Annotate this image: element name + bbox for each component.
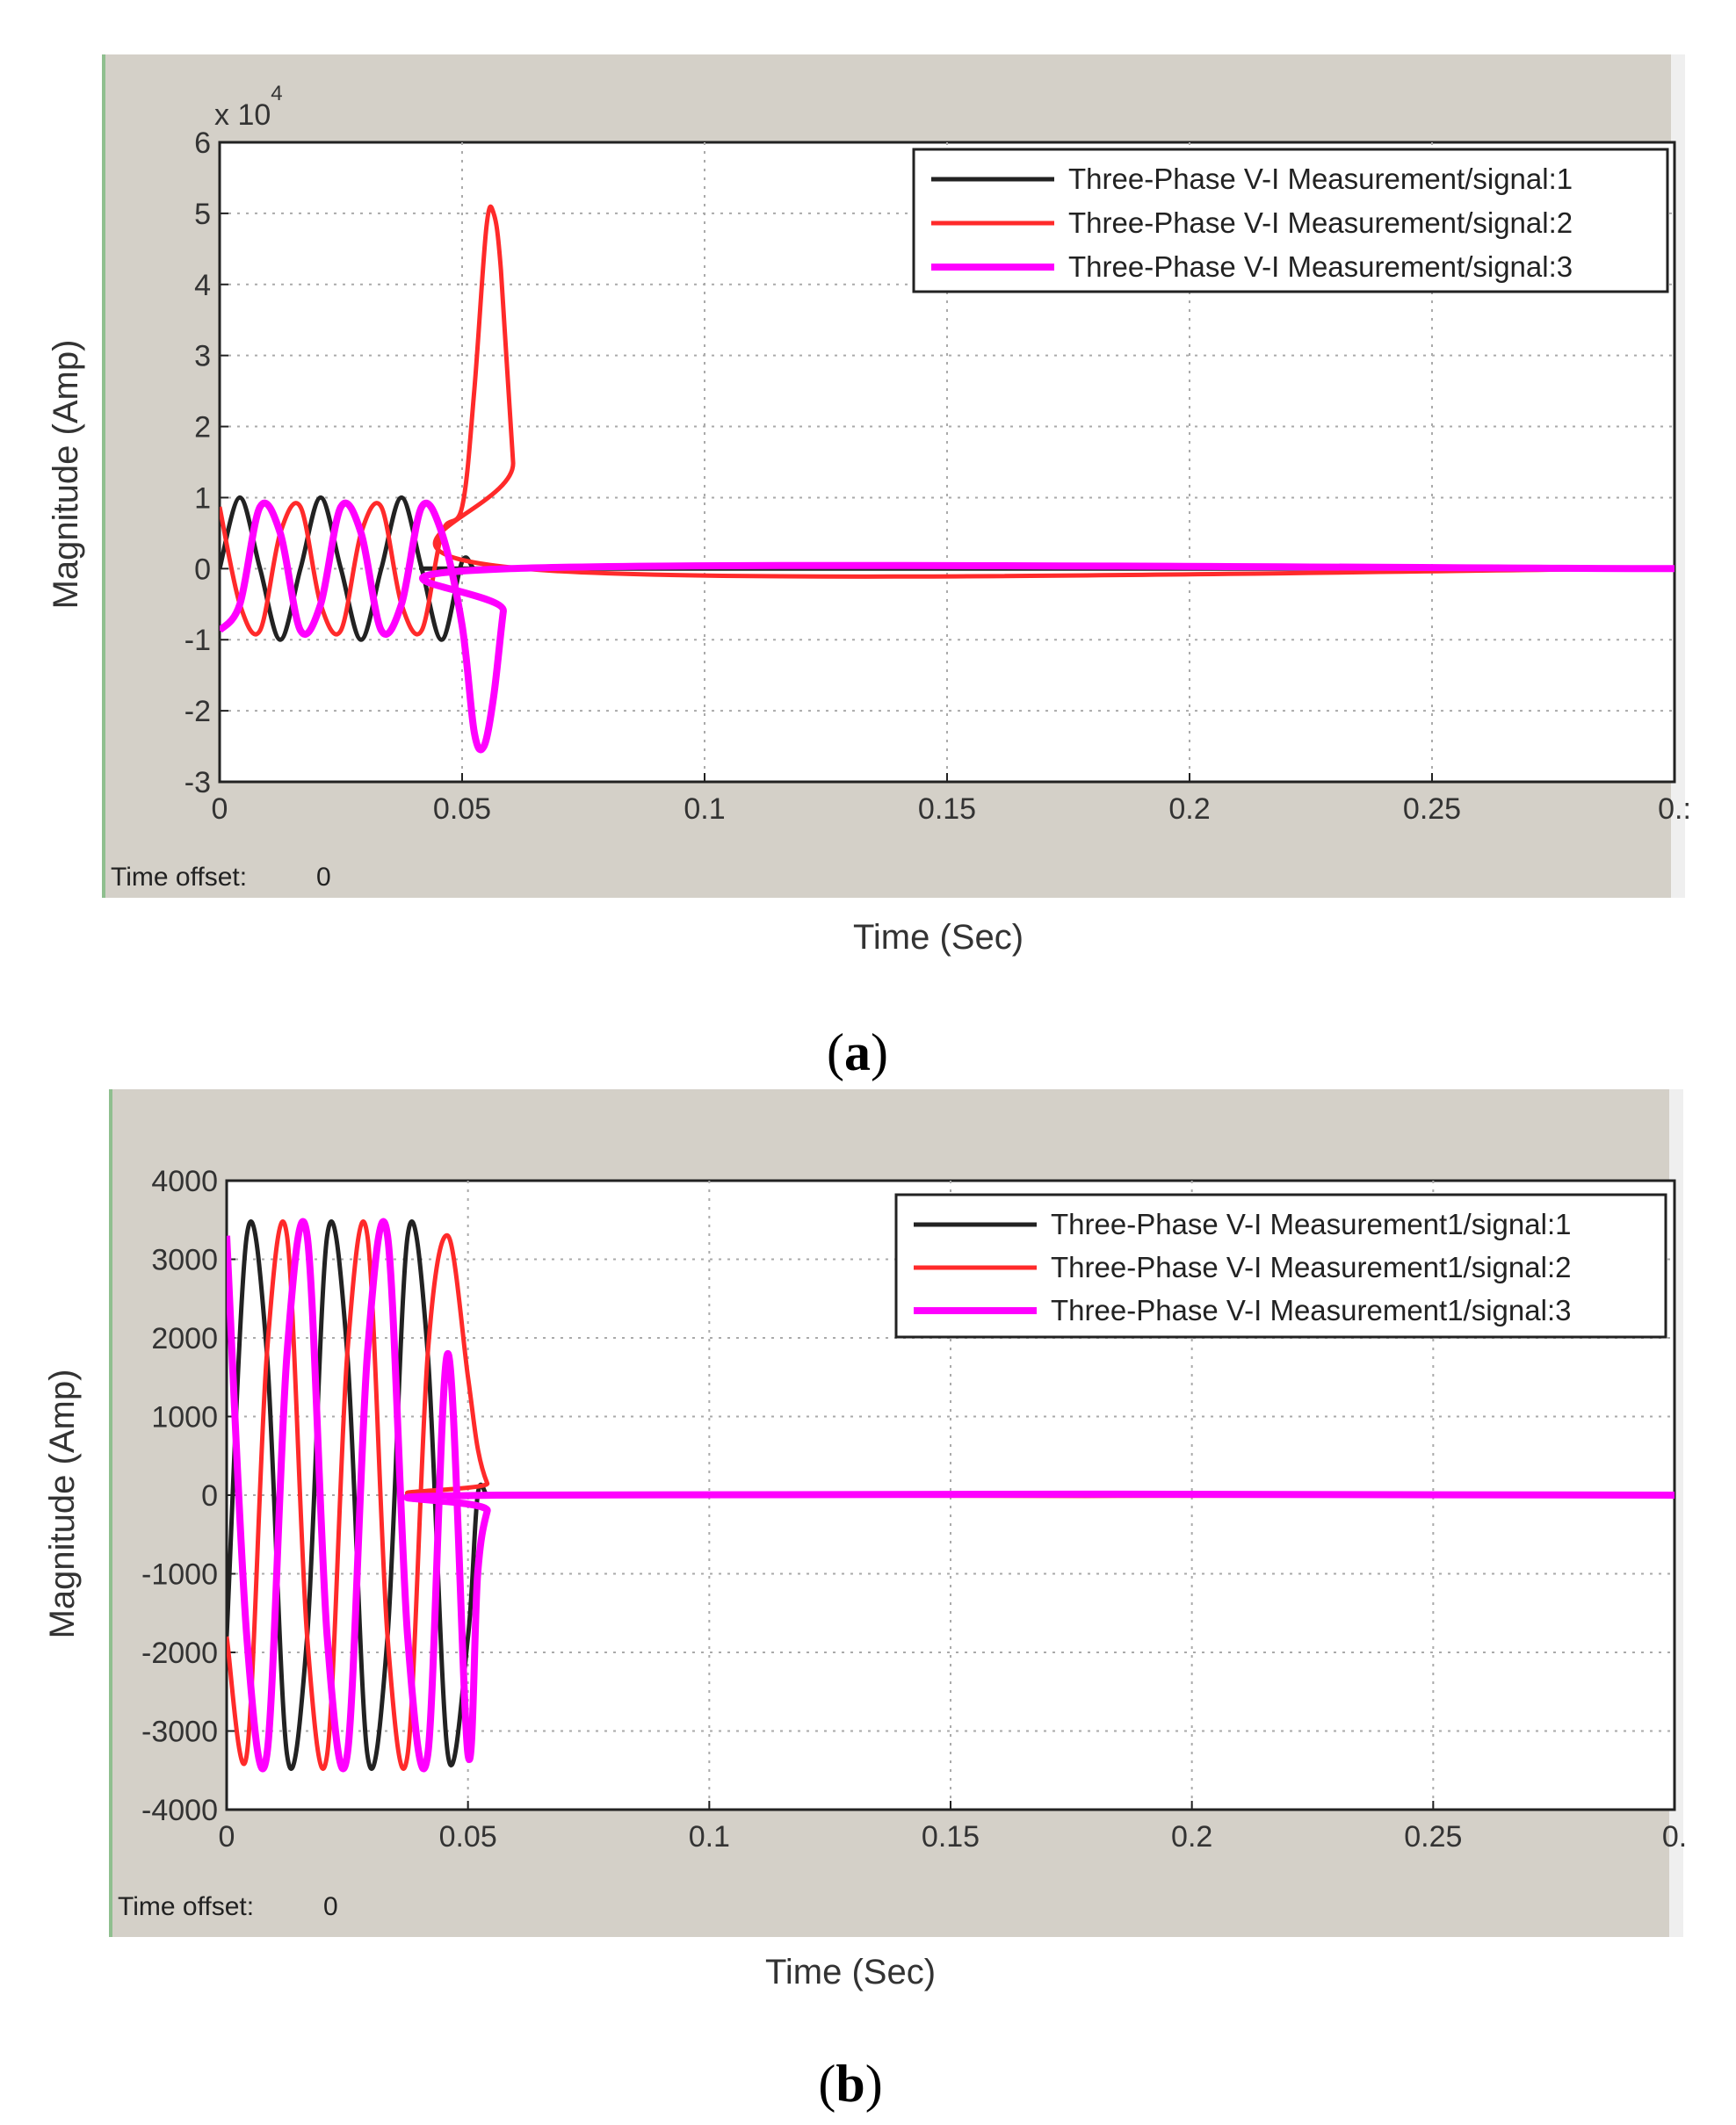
y-tick-label: 4000 — [151, 1165, 218, 1198]
x-tick-label: 0.05 — [439, 1820, 497, 1854]
x-tick-label: 0.15 — [922, 1820, 980, 1854]
plot-window-frame-a — [102, 54, 105, 898]
time-offset-label-a: Time offset: — [111, 863, 247, 892]
x-tick-label: 0 — [219, 1820, 235, 1854]
y-axis-label-b: Magnitude (Amp) — [43, 1370, 82, 1639]
x-axis-label-b: Time (Sec) — [765, 1953, 936, 1991]
y-exponent-label-a: x 104 — [214, 82, 283, 132]
x-tick-label: 0 — [212, 792, 228, 826]
series-line-2 — [220, 204, 1675, 637]
y-tick-label: 1000 — [151, 1401, 218, 1435]
y-tick-label: -3 — [184, 766, 211, 799]
x-tick-label: 0.25 — [1403, 792, 1461, 826]
y-tick-label: 6 — [194, 126, 211, 160]
y-tick-label: 1 — [194, 481, 211, 515]
x-tick-label: 0.05 — [433, 792, 491, 826]
caption-a: (a) — [827, 1023, 888, 1081]
legend-entry-3: Three-Phase V-I Measurement1/signal:3 — [1051, 1294, 1571, 1326]
y-tick-label: -2000 — [141, 1637, 218, 1670]
y-tick-label: 2 — [194, 411, 211, 445]
figure-a: 0 0.05 0.1 0.15 0.2 0.25 0.: -3 -2 -1 0 1 2 3 4 5 6 Three… — [47, 54, 1691, 1081]
y-tick-label: -2 — [184, 695, 211, 728]
series-line-3 — [227, 1218, 1675, 1773]
x-tick-label: 0.2 — [1171, 1820, 1212, 1854]
series-line-2 — [227, 1219, 1675, 1771]
time-offset-value-a: 0 — [316, 863, 331, 892]
legend-entry-1: Three-Phase V-I Measurement/signal:1 — [1068, 163, 1573, 195]
y-tick-label: 3 — [194, 340, 211, 373]
legend-entry-2: Three-Phase V-I Measurement/signal:2 — [1068, 206, 1573, 239]
legend-entry-2: Three-Phase V-I Measurement1/signal:2 — [1051, 1251, 1571, 1283]
figure-b: 0 0.05 0.1 0.15 0.2 0.25 0. -4000 -3000 -2000 -100… — [43, 1089, 1687, 2113]
x-tick-label: 0.1 — [689, 1820, 730, 1854]
legend-box — [912, 148, 1669, 293]
x-tick-label: 0.: — [1658, 792, 1691, 826]
y-tick-label: 0 — [201, 1479, 218, 1513]
plot-window-frame-b — [109, 1089, 112, 1937]
legend-entry-1: Three-Phase V-I Measurement1/signal:1 — [1051, 1208, 1571, 1240]
series-line-3 — [220, 499, 1675, 754]
y-tick-label: 5 — [194, 198, 211, 231]
legend-entry-3: Three-Phase V-I Measurement/signal:3 — [1068, 250, 1573, 283]
x-axis-label-a: Time (Sec) — [853, 918, 1024, 957]
plot-area-a: 0 0.05 0.1 0.15 0.2 0.25 0.: -3 -2 -1 0 1 2 3 4 5 6 Three… — [184, 126, 1691, 826]
caption-b: (b) — [818, 2055, 882, 2113]
y-axis-label-a: Magnitude (Amp) — [47, 340, 85, 610]
y-tick-label: -3000 — [141, 1716, 218, 1749]
y-tick-label: -1000 — [141, 1558, 218, 1592]
plot-area-b: 0 0.05 0.1 0.15 0.2 0.25 0. -4000 -3000 -2000 -100… — [141, 1165, 1687, 1854]
x-tick-label: 0. — [1662, 1820, 1687, 1854]
x-tick-label: 0.15 — [918, 792, 976, 826]
time-offset-label-b: Time offset: — [118, 1892, 254, 1921]
y-tick-label: 3000 — [151, 1244, 218, 1277]
y-tick-label: -4000 — [141, 1794, 218, 1827]
y-tick-label: -1 — [184, 624, 211, 657]
x-tick-label: 0.1 — [684, 792, 725, 826]
x-tick-label: 0.25 — [1404, 1820, 1462, 1854]
y-tick-label: 4 — [194, 269, 211, 302]
time-offset-value-b: 0 — [323, 1892, 338, 1921]
y-tick-label: 0 — [194, 553, 211, 586]
x-tick-label: 0.2 — [1168, 792, 1210, 826]
y-tick-label: 2000 — [151, 1322, 218, 1355]
